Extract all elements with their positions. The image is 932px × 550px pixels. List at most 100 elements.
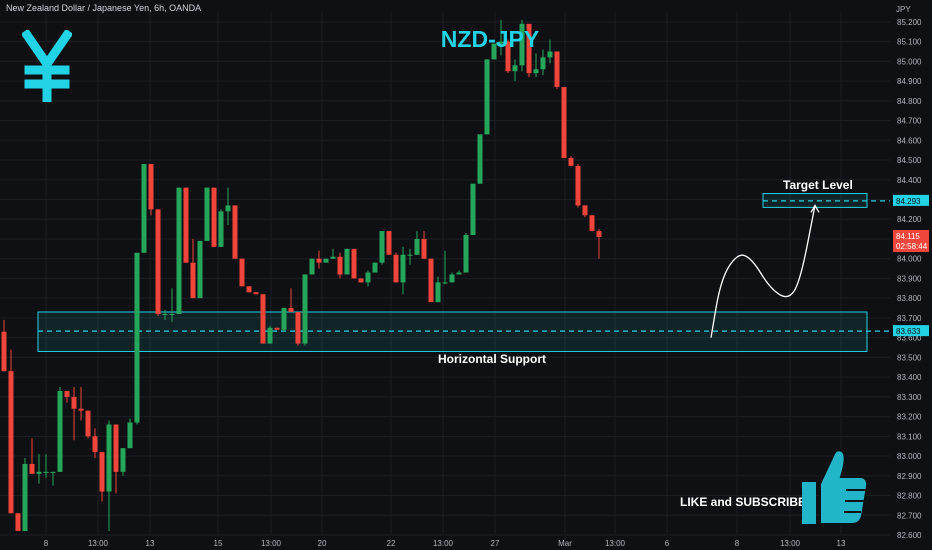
subscribe-text: LIKE and SUBSCRIBE [680, 495, 807, 509]
x-tick-label: 20 [318, 539, 327, 548]
candle [477, 134, 483, 184]
candle [519, 19, 525, 72]
y-tick-label: 83.800 [897, 294, 922, 303]
candle-body [8, 371, 14, 514]
candle-body [106, 424, 112, 492]
projection-path [710, 205, 816, 338]
y-tick-label: 84.200 [897, 215, 922, 224]
candle [204, 187, 210, 241]
candle [526, 23, 532, 78]
candle-body [372, 262, 378, 273]
candle-body [463, 235, 469, 273]
y-tick-label: 85.000 [897, 57, 922, 66]
x-tick-label: 13:00 [780, 539, 801, 548]
candle [414, 231, 420, 255]
candle [435, 276, 441, 303]
candle [36, 454, 42, 484]
y-tick-label: 82.600 [897, 531, 922, 540]
last-price-tag-countdown: 02:58:44 [896, 242, 928, 251]
x-tick-label: 8 [44, 539, 49, 548]
candle [113, 424, 119, 494]
candle-body [1, 331, 7, 372]
candle [351, 248, 357, 279]
candle [64, 390, 70, 403]
candle [127, 418, 133, 449]
candle [512, 59, 518, 82]
candle [99, 452, 105, 502]
y-tick-label: 85.100 [897, 38, 922, 47]
candle-body [582, 205, 588, 216]
candle [533, 53, 539, 78]
candle [470, 183, 476, 236]
candle-body [414, 238, 420, 255]
candle [316, 250, 322, 269]
candle-body [260, 294, 266, 344]
candle-body [218, 211, 224, 247]
x-tick-label: 15 [214, 539, 223, 548]
y-tick-label: 82.900 [897, 472, 922, 481]
y-tick-label: 83.700 [897, 314, 922, 323]
y-tick-label: 85.200 [897, 18, 922, 27]
support-price-tag-bg [893, 325, 929, 337]
candle [463, 233, 469, 273]
candle [295, 311, 301, 346]
candle-body [470, 183, 476, 236]
candle-body [85, 410, 91, 437]
x-tick-label: Mar [558, 539, 572, 548]
y-tick-label: 83.400 [897, 373, 922, 382]
candle [344, 248, 350, 275]
candle-body [449, 274, 455, 283]
candle-body [498, 41, 504, 44]
y-tick-label: 83.300 [897, 393, 922, 402]
candle-body [554, 51, 560, 87]
candle-body [323, 258, 329, 263]
candle [267, 325, 273, 344]
yen-icon [22, 30, 72, 102]
candle-body [15, 513, 21, 532]
candle [8, 349, 14, 514]
candle-body [134, 252, 140, 423]
x-tick-label: 13:00 [433, 539, 454, 548]
candle-body [575, 165, 581, 206]
candle-body [435, 282, 441, 303]
candle [260, 294, 266, 344]
candle-body [589, 215, 595, 232]
candle-body [337, 256, 343, 275]
candle [596, 229, 602, 259]
candle-body [141, 163, 147, 253]
candle-body [176, 187, 182, 314]
candle [232, 205, 238, 259]
y-tick-label: 83.100 [897, 432, 922, 441]
candle-body [64, 390, 70, 397]
candle-body [351, 248, 357, 279]
candle-body [526, 23, 532, 74]
target-level-label: Target Level [783, 178, 853, 192]
candle-body [225, 205, 231, 212]
y-tick-label: 84.600 [897, 136, 922, 145]
candle-body [400, 254, 406, 283]
candle-body [442, 282, 448, 284]
candle-body [22, 463, 28, 532]
candle [386, 231, 392, 255]
candle-body [211, 187, 217, 247]
candle-body [568, 158, 574, 166]
candle-body [120, 448, 126, 472]
candle [141, 163, 147, 253]
y-tick-label: 82.700 [897, 511, 922, 520]
y-tick-label: 84.000 [897, 255, 922, 264]
candle [22, 458, 28, 532]
candles [1, 19, 602, 532]
candle-body [379, 231, 385, 263]
candle [120, 448, 126, 476]
candle [547, 39, 553, 64]
candle-body [288, 308, 294, 312]
candle-body [50, 471, 56, 473]
x-tick-label: 13:00 [261, 539, 282, 548]
candle [246, 286, 252, 293]
candle [50, 471, 56, 486]
candle [372, 262, 378, 273]
candle [428, 258, 434, 303]
y-tick-label: 84.700 [897, 117, 922, 126]
candle-body [204, 187, 210, 241]
projection [710, 204, 820, 338]
